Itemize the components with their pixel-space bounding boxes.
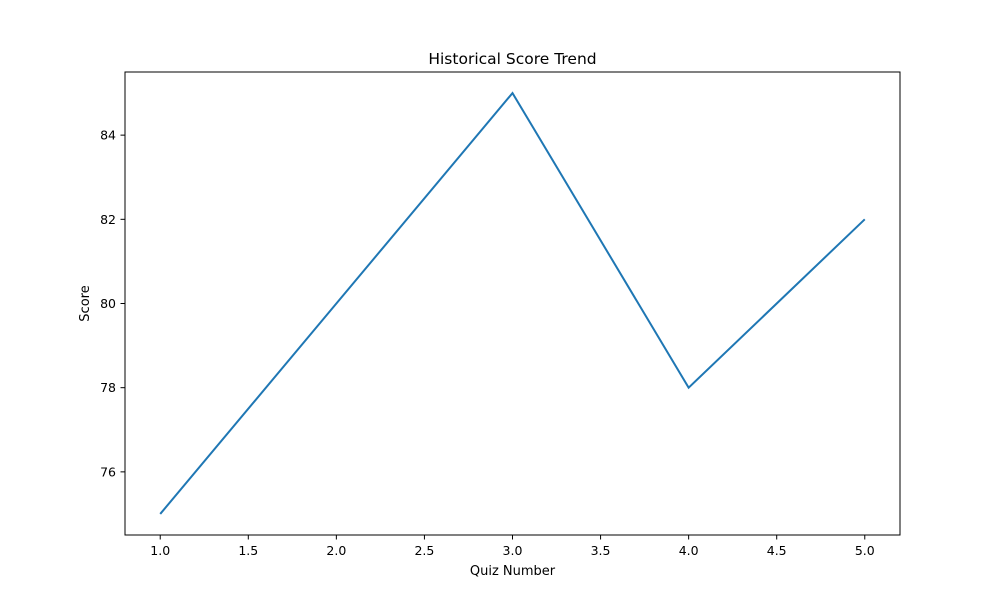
x-tick-label: 3.0 xyxy=(503,543,523,558)
series-line xyxy=(159,91,866,515)
x-tick-label: 1.5 xyxy=(238,543,258,558)
y-tick-label: 76 xyxy=(100,464,116,479)
y-tick-label: 82 xyxy=(100,212,116,227)
x-tick-label: 2.5 xyxy=(414,543,434,558)
x-tick-label: 4.0 xyxy=(679,543,699,558)
y-tick-label: 78 xyxy=(100,380,116,395)
y-tick-label: 84 xyxy=(100,128,116,143)
y-axis-label: Score xyxy=(78,285,93,321)
y-axis-ticks: 76 78 80 82 84 xyxy=(100,128,125,479)
x-axis-label: Quiz Number xyxy=(470,564,556,579)
x-tick-label: 3.5 xyxy=(591,543,611,558)
x-tick-label: 2.0 xyxy=(326,543,346,558)
x-tick-label: 5.0 xyxy=(855,543,875,558)
x-axis-ticks: 1.0 1.5 2.0 2.5 3.0 3.5 4.0 4.5 5.0 xyxy=(150,535,875,558)
x-tick-label: 4.5 xyxy=(767,543,787,558)
chart-title: Historical Score Trend xyxy=(428,50,596,68)
y-tick-label: 80 xyxy=(100,296,116,311)
x-tick-label: 1.0 xyxy=(150,543,170,558)
